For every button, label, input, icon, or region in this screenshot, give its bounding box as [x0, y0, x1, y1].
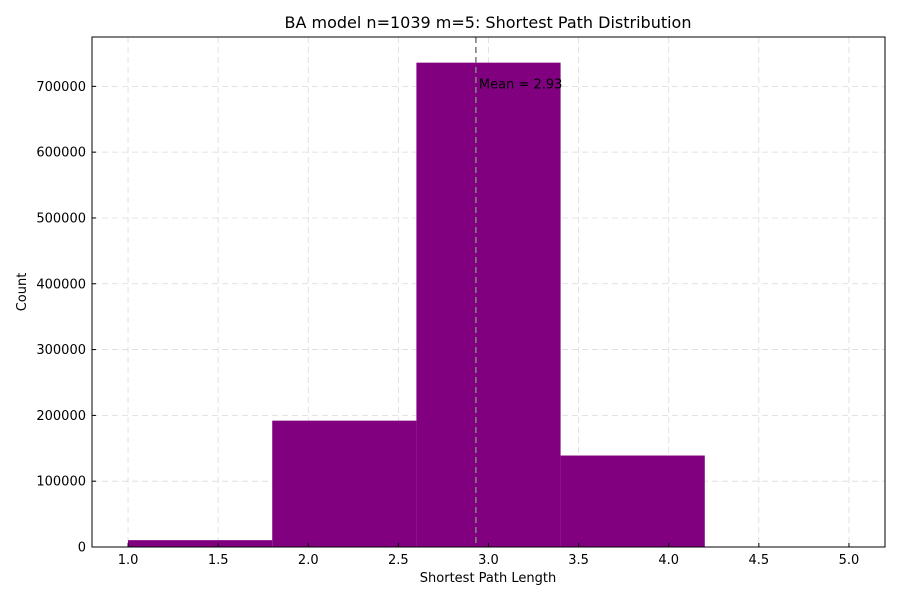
grid-lines — [92, 37, 885, 548]
y-tick-label: 200000 — [36, 409, 86, 424]
histogram-bar — [272, 420, 417, 547]
x-tick-label: 3.5 — [568, 553, 589, 568]
y-tick-label: 400000 — [36, 277, 86, 292]
y-tick-label: 600000 — [36, 146, 86, 161]
x-tick-label: 5.0 — [839, 553, 860, 568]
y-tick-label: 500000 — [36, 211, 86, 226]
x-tick-label: 2.0 — [298, 553, 319, 568]
x-axis-ticks: 1.0 1.5 2.0 2.5 3.0 3.5 4.0 4.5 5.0 — [118, 543, 860, 568]
histogram-bar — [128, 540, 273, 547]
histogram-bar — [416, 62, 561, 547]
mean-marker: Mean = 2.93 — [475, 37, 563, 547]
y-axis-ticks: 0 100000 200000 300000 400000 500000 600000 700… — [36, 80, 96, 556]
x-tick-label: 1.5 — [208, 553, 229, 568]
y-tick-label: 300000 — [36, 343, 86, 358]
mean-label: Mean = 2.93 — [479, 77, 563, 92]
x-tick-label: 4.5 — [748, 553, 769, 568]
x-tick-label: 1.0 — [118, 553, 139, 568]
y-tick-label: 100000 — [36, 475, 86, 490]
histogram-bar — [560, 455, 705, 547]
chart-title: BA model n=1039 m=5: Shortest Path Distr… — [285, 13, 692, 32]
y-axis-title: Count — [15, 273, 30, 312]
x-tick-label: 2.5 — [388, 553, 409, 568]
y-tick-label: 0 — [78, 541, 86, 556]
histogram-bars — [128, 62, 705, 547]
y-tick-label: 700000 — [36, 80, 86, 95]
x-axis-title: Shortest Path Length — [420, 571, 556, 586]
x-tick-label: 3.0 — [478, 553, 499, 568]
x-tick-label: 4.0 — [658, 553, 679, 568]
